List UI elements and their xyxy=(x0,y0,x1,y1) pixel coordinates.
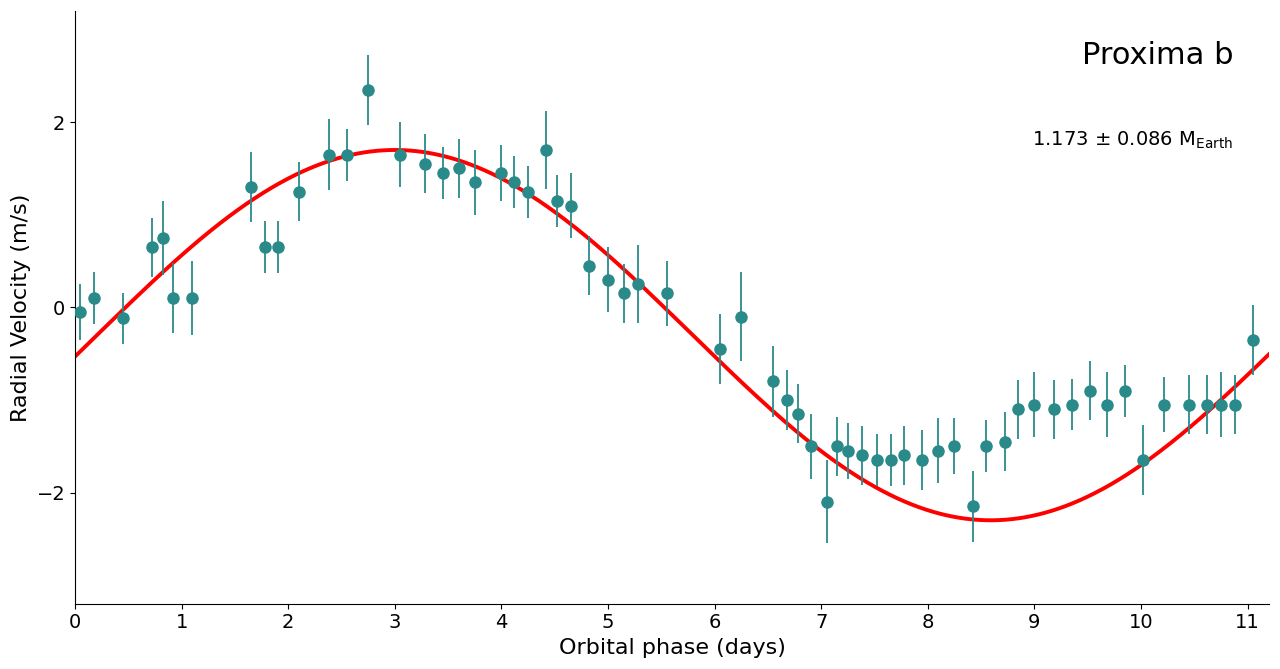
Y-axis label: Radial Velocity (m/s): Radial Velocity (m/s) xyxy=(12,193,31,421)
X-axis label: Orbital phase (days): Orbital phase (days) xyxy=(558,638,786,658)
Text: Proxima b: Proxima b xyxy=(1082,41,1233,70)
Text: 1.173 $\pm$ 0.086 M$_{\mathregular{Earth}}$: 1.173 $\pm$ 0.086 M$_{\mathregular{Earth… xyxy=(1032,130,1233,151)
